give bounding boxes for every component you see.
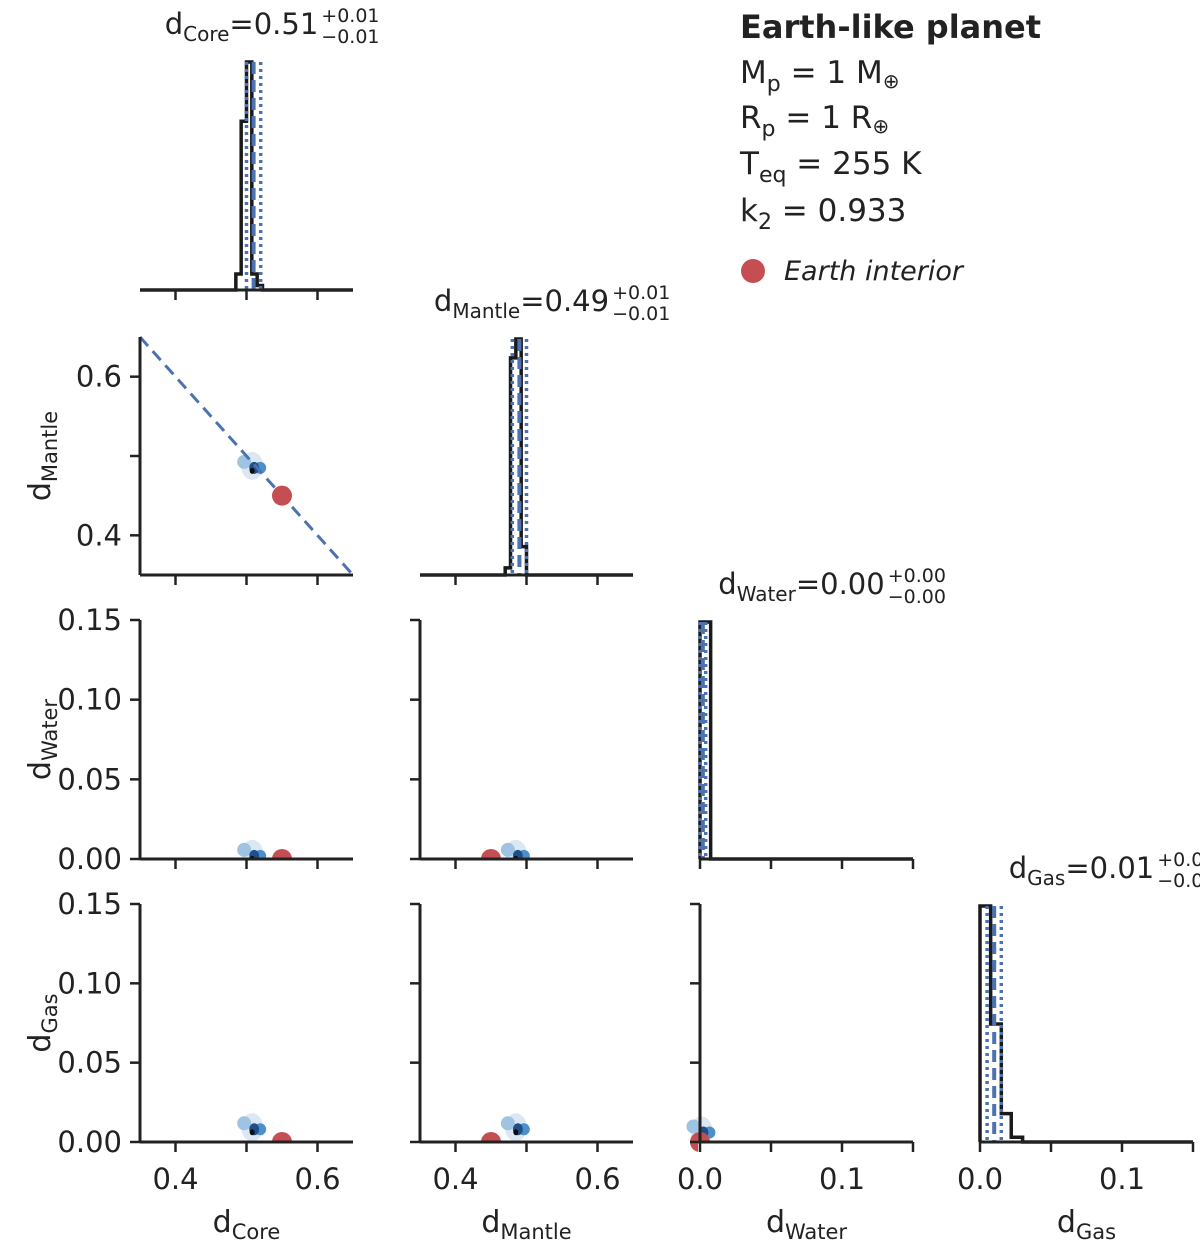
histogram-title-text: dWater=0.00 — [718, 567, 884, 606]
info-line-temperature: Teq = 255 K — [739, 146, 922, 188]
y-tick-label: 0.00 — [57, 1125, 122, 1159]
panel-gas_mantle: 0.4 0.6 — [410, 902, 635, 1196]
y-axis-title-mantle: dMantle — [23, 411, 62, 501]
y-tick-label: 0.6 — [76, 360, 122, 394]
histogram-water: dWater=0.00 +0.00−0.00 — [698, 565, 946, 869]
x-tick-label: 0.6 — [294, 1162, 340, 1196]
density-contour — [500, 842, 515, 857]
panel-gas_core: 0.4 0.6 0.00 0.05 0.10 0.15 — [57, 887, 355, 1196]
density-contour — [237, 1116, 252, 1131]
x-tick-label: 0.1 — [819, 1162, 865, 1196]
histogram-title-minus: −0.01 — [321, 26, 379, 48]
histogram-step-water — [698, 620, 913, 861]
info-block: Earth-like planet Mp = 1 M⊕ Rp = 1 R⊕ Te… — [739, 8, 1041, 287]
y-tick-label: 0.05 — [57, 1046, 122, 1080]
histogram-title-plus: +0.00 — [888, 565, 946, 587]
histogram-core: dCore=0.51 +0.01−0.01 — [140, 5, 380, 300]
histogram-title-minus: −0.00 — [888, 586, 946, 608]
histogram-title-water: dWater=0.00 +0.00−0.00 — [718, 565, 946, 608]
density-contour — [500, 1116, 515, 1131]
histogram-mantle: dMantle=0.49 +0.01−0.01 — [420, 282, 670, 585]
histogram-title-minus: −0.01 — [612, 303, 670, 325]
constraint-line — [138, 335, 355, 577]
y-tick-label: 0.10 — [57, 966, 122, 1000]
x-axis-title-core: dCore — [213, 1205, 281, 1242]
histogram-gas: 0.0 0.1 dGas=0.01+0.01−0.00 — [957, 849, 1200, 1196]
x-tick-label: 0.0 — [957, 1162, 1003, 1196]
panel-gas_water: 0.0 0.1 — [677, 902, 915, 1196]
histogram-title-core: dCore=0.51 +0.01−0.01 — [165, 5, 380, 48]
axis-mask — [698, 1143, 915, 1158]
earth-interior-point — [272, 485, 292, 506]
histogram-title-plus: +0.01 — [1157, 849, 1200, 871]
density-contour — [249, 1129, 255, 1136]
panel-mantle_core: 0.4 0.6 — [76, 335, 355, 591]
histogram-title-text: dMantle=0.49 — [434, 284, 609, 323]
panel-water_core: 0.00 0.05 0.10 0.15 — [57, 603, 355, 876]
info-title: Earth-like planet — [740, 8, 1041, 46]
x-tick-label: 0.1 — [1099, 1162, 1145, 1196]
histogram-title-plus: +0.01 — [612, 282, 670, 304]
density-contour — [513, 1129, 519, 1136]
histogram-title-text: dGas=0.01 — [1009, 851, 1154, 890]
density-contour — [249, 467, 255, 474]
y-tick-label: 0.00 — [57, 842, 122, 876]
histogram-title-text: dCore=0.51 — [165, 7, 319, 46]
x-axis-title-gas: dGas — [1057, 1205, 1116, 1242]
x-tick-label: 0.4 — [152, 1162, 198, 1196]
legend-marker-earth-interior — [741, 259, 765, 283]
y-tick-label: 0.15 — [57, 603, 122, 637]
x-tick-label: 0.6 — [574, 1162, 620, 1196]
info-line-mass: Mp = 1 M⊕ — [740, 55, 900, 97]
panel-water_mantle — [410, 618, 635, 875]
legend-label-earth-interior: Earth interior — [784, 256, 965, 287]
histogram-step-gas — [978, 904, 1193, 1144]
info-line-radius: Rp = 1 R⊕ — [740, 100, 889, 142]
y-tick-label: 0.05 — [57, 762, 122, 796]
histogram-title-mantle: dMantle=0.49 +0.01−0.01 — [434, 282, 670, 325]
density-contour — [686, 1119, 701, 1134]
x-axis-title-water: dWater — [766, 1205, 847, 1242]
x-tick-label: 0.0 — [677, 1162, 723, 1196]
y-tick-label: 0.10 — [57, 683, 122, 717]
y-tick-label: 0.15 — [57, 887, 122, 921]
histogram-title-minus: −0.00 — [1157, 870, 1200, 892]
y-axis-title-gas: dGas — [23, 993, 62, 1052]
x-tick-label: 0.4 — [432, 1162, 478, 1196]
y-axis-title-water: dWater — [23, 699, 62, 780]
info-line-love-number: k2 = 0.933 — [740, 193, 906, 235]
y-tick-label: 0.4 — [76, 518, 122, 552]
histogram-title-plus: +0.01 — [321, 5, 379, 27]
density-contour — [237, 842, 252, 857]
x-axis-title-mantle: dMantle — [481, 1205, 571, 1242]
histogram-title-gas: dGas=0.01+0.01−0.00 — [1009, 849, 1200, 892]
